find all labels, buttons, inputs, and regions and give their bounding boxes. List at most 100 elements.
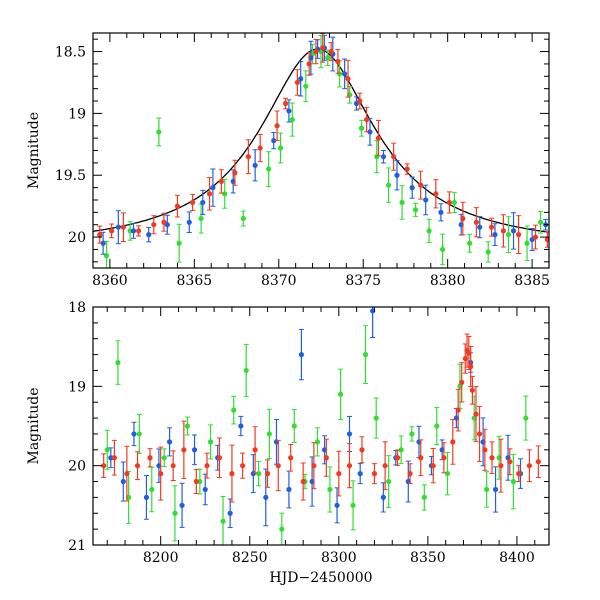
data-point <box>404 166 410 172</box>
data-point <box>386 478 392 485</box>
data-point <box>179 502 185 508</box>
data-point <box>97 232 103 238</box>
series-red <box>97 33 549 255</box>
y-tick-label: 20 <box>68 230 86 246</box>
data-point <box>158 471 164 477</box>
data-point <box>222 191 228 197</box>
data-point <box>537 219 544 225</box>
data-point <box>446 199 452 206</box>
data-point <box>314 439 321 445</box>
data-point <box>115 359 121 366</box>
data-point <box>130 228 137 234</box>
data-point <box>156 129 162 135</box>
y-tick-label: 20 <box>68 459 86 475</box>
data-point <box>227 510 233 516</box>
x-tick-label: 8200 <box>143 550 179 566</box>
data-point <box>516 471 522 477</box>
data-point <box>190 199 196 206</box>
data-point <box>335 58 341 65</box>
data-point <box>104 447 110 453</box>
x-tick-label: 8300 <box>321 550 357 566</box>
y-tick-label: 19 <box>68 379 86 395</box>
data-point <box>252 162 258 168</box>
data-point <box>380 154 387 160</box>
data-point <box>407 471 413 477</box>
data-point <box>277 145 284 151</box>
series-blue <box>100 34 549 255</box>
data-point <box>274 123 280 129</box>
data-point <box>146 232 152 238</box>
data-point <box>294 79 300 86</box>
data-point <box>394 455 401 461</box>
data-point <box>535 459 541 465</box>
data-point <box>170 463 176 469</box>
data-point <box>492 486 499 493</box>
data-point <box>418 182 424 188</box>
data-point <box>266 166 272 172</box>
data-point <box>124 471 130 477</box>
data-point <box>399 199 405 206</box>
data-point <box>336 471 342 477</box>
data-point <box>286 486 292 493</box>
data-point <box>181 447 187 453</box>
plot-frame <box>92 306 550 546</box>
data-point <box>204 463 210 469</box>
data-point <box>485 249 491 255</box>
data-point <box>303 83 309 89</box>
data-point <box>240 463 246 469</box>
data-point <box>131 431 137 437</box>
data-point <box>382 463 388 469</box>
data-point <box>206 191 213 197</box>
data-point <box>197 478 203 485</box>
data-point <box>193 478 199 485</box>
data-point <box>426 228 432 234</box>
data-point <box>151 222 157 228</box>
plot-area <box>93 33 549 268</box>
data-point <box>473 219 479 225</box>
data-point <box>380 494 386 500</box>
data-point <box>357 98 363 104</box>
y-axis-title: Magnitude <box>26 112 42 189</box>
data-point <box>198 215 204 222</box>
y-tick-label: 19.5 <box>55 168 86 184</box>
data-point <box>367 129 373 135</box>
data-point <box>364 116 370 123</box>
data-point <box>286 108 292 114</box>
series-green <box>103 34 544 268</box>
data-point <box>256 471 262 477</box>
x-axis-title: HJD−2450000 <box>269 570 372 586</box>
data-point <box>505 232 512 238</box>
top-panel-zoomed-light-curve: 8360 8365 8370 8375 8380 8385 18.5 19 19.5 20 Magn… <box>26 32 550 289</box>
data-point <box>342 71 348 77</box>
data-point <box>207 439 214 445</box>
data-point <box>359 447 365 453</box>
data-point <box>371 471 378 477</box>
data-point <box>398 447 404 453</box>
data-point <box>507 459 513 465</box>
data-point <box>298 352 305 358</box>
data-point <box>136 228 142 234</box>
data-point <box>100 240 106 246</box>
data-point <box>484 486 490 493</box>
series-green <box>104 325 529 545</box>
data-point <box>467 240 473 246</box>
data-point <box>500 228 506 234</box>
data-point <box>412 207 419 213</box>
data-point <box>288 455 294 461</box>
data-point <box>510 478 516 485</box>
data-point <box>441 455 447 461</box>
data-point <box>455 407 461 413</box>
data-point <box>210 185 216 191</box>
data-point <box>166 439 173 445</box>
data-point <box>526 463 533 469</box>
data-point <box>423 197 429 203</box>
x-tick-label: 8385 <box>514 273 550 289</box>
data-point <box>325 55 331 61</box>
data-point <box>311 463 317 469</box>
data-point <box>444 471 451 477</box>
data-point <box>375 135 382 141</box>
data-point <box>459 379 465 385</box>
data-point <box>350 502 356 508</box>
data-point <box>257 145 263 151</box>
